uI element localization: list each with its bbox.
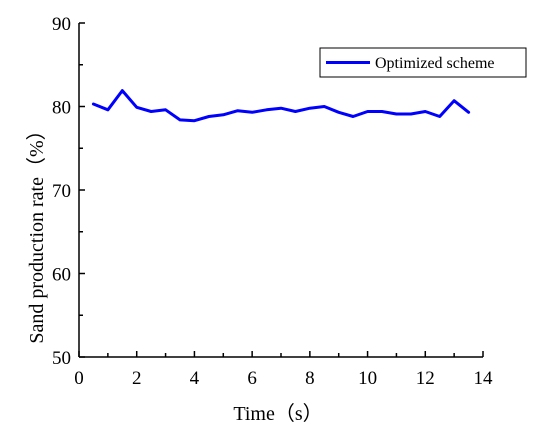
y-tick-label: 80	[52, 98, 71, 119]
x-tick-label: 2	[132, 368, 142, 389]
y-axis-ticks: 50 60 70 80 90	[52, 14, 85, 369]
series-layer	[91, 89, 471, 123]
legend-box	[319, 47, 527, 78]
x-tick-label: 0	[74, 368, 84, 389]
plot-area: 0 2 4 6 8 10 12 14 50 60 70 80 90	[52, 14, 493, 389]
y-tick-label: 60	[52, 265, 71, 286]
x-tick-label: 14	[474, 368, 494, 389]
y-tick-label: 50	[52, 348, 71, 369]
x-tick-label: 6	[247, 368, 257, 389]
x-tick-label: 10	[358, 368, 377, 389]
series-line	[91, 89, 471, 123]
y-tick-label: 90	[52, 14, 71, 35]
y-tick-label: 70	[52, 181, 71, 202]
x-axis-title: Time（s）	[233, 402, 322, 425]
x-tick-label: 12	[416, 368, 435, 389]
x-axis-ticks: 0 2 4 6 8 10 12 14	[74, 351, 493, 389]
legend: Optimized scheme	[319, 47, 527, 78]
y-axis-title: Sand production rate（%）	[25, 120, 48, 343]
x-tick-label: 8	[305, 368, 315, 389]
legend-label: Optimized scheme	[375, 55, 495, 72]
x-tick-label: 4	[190, 368, 200, 389]
